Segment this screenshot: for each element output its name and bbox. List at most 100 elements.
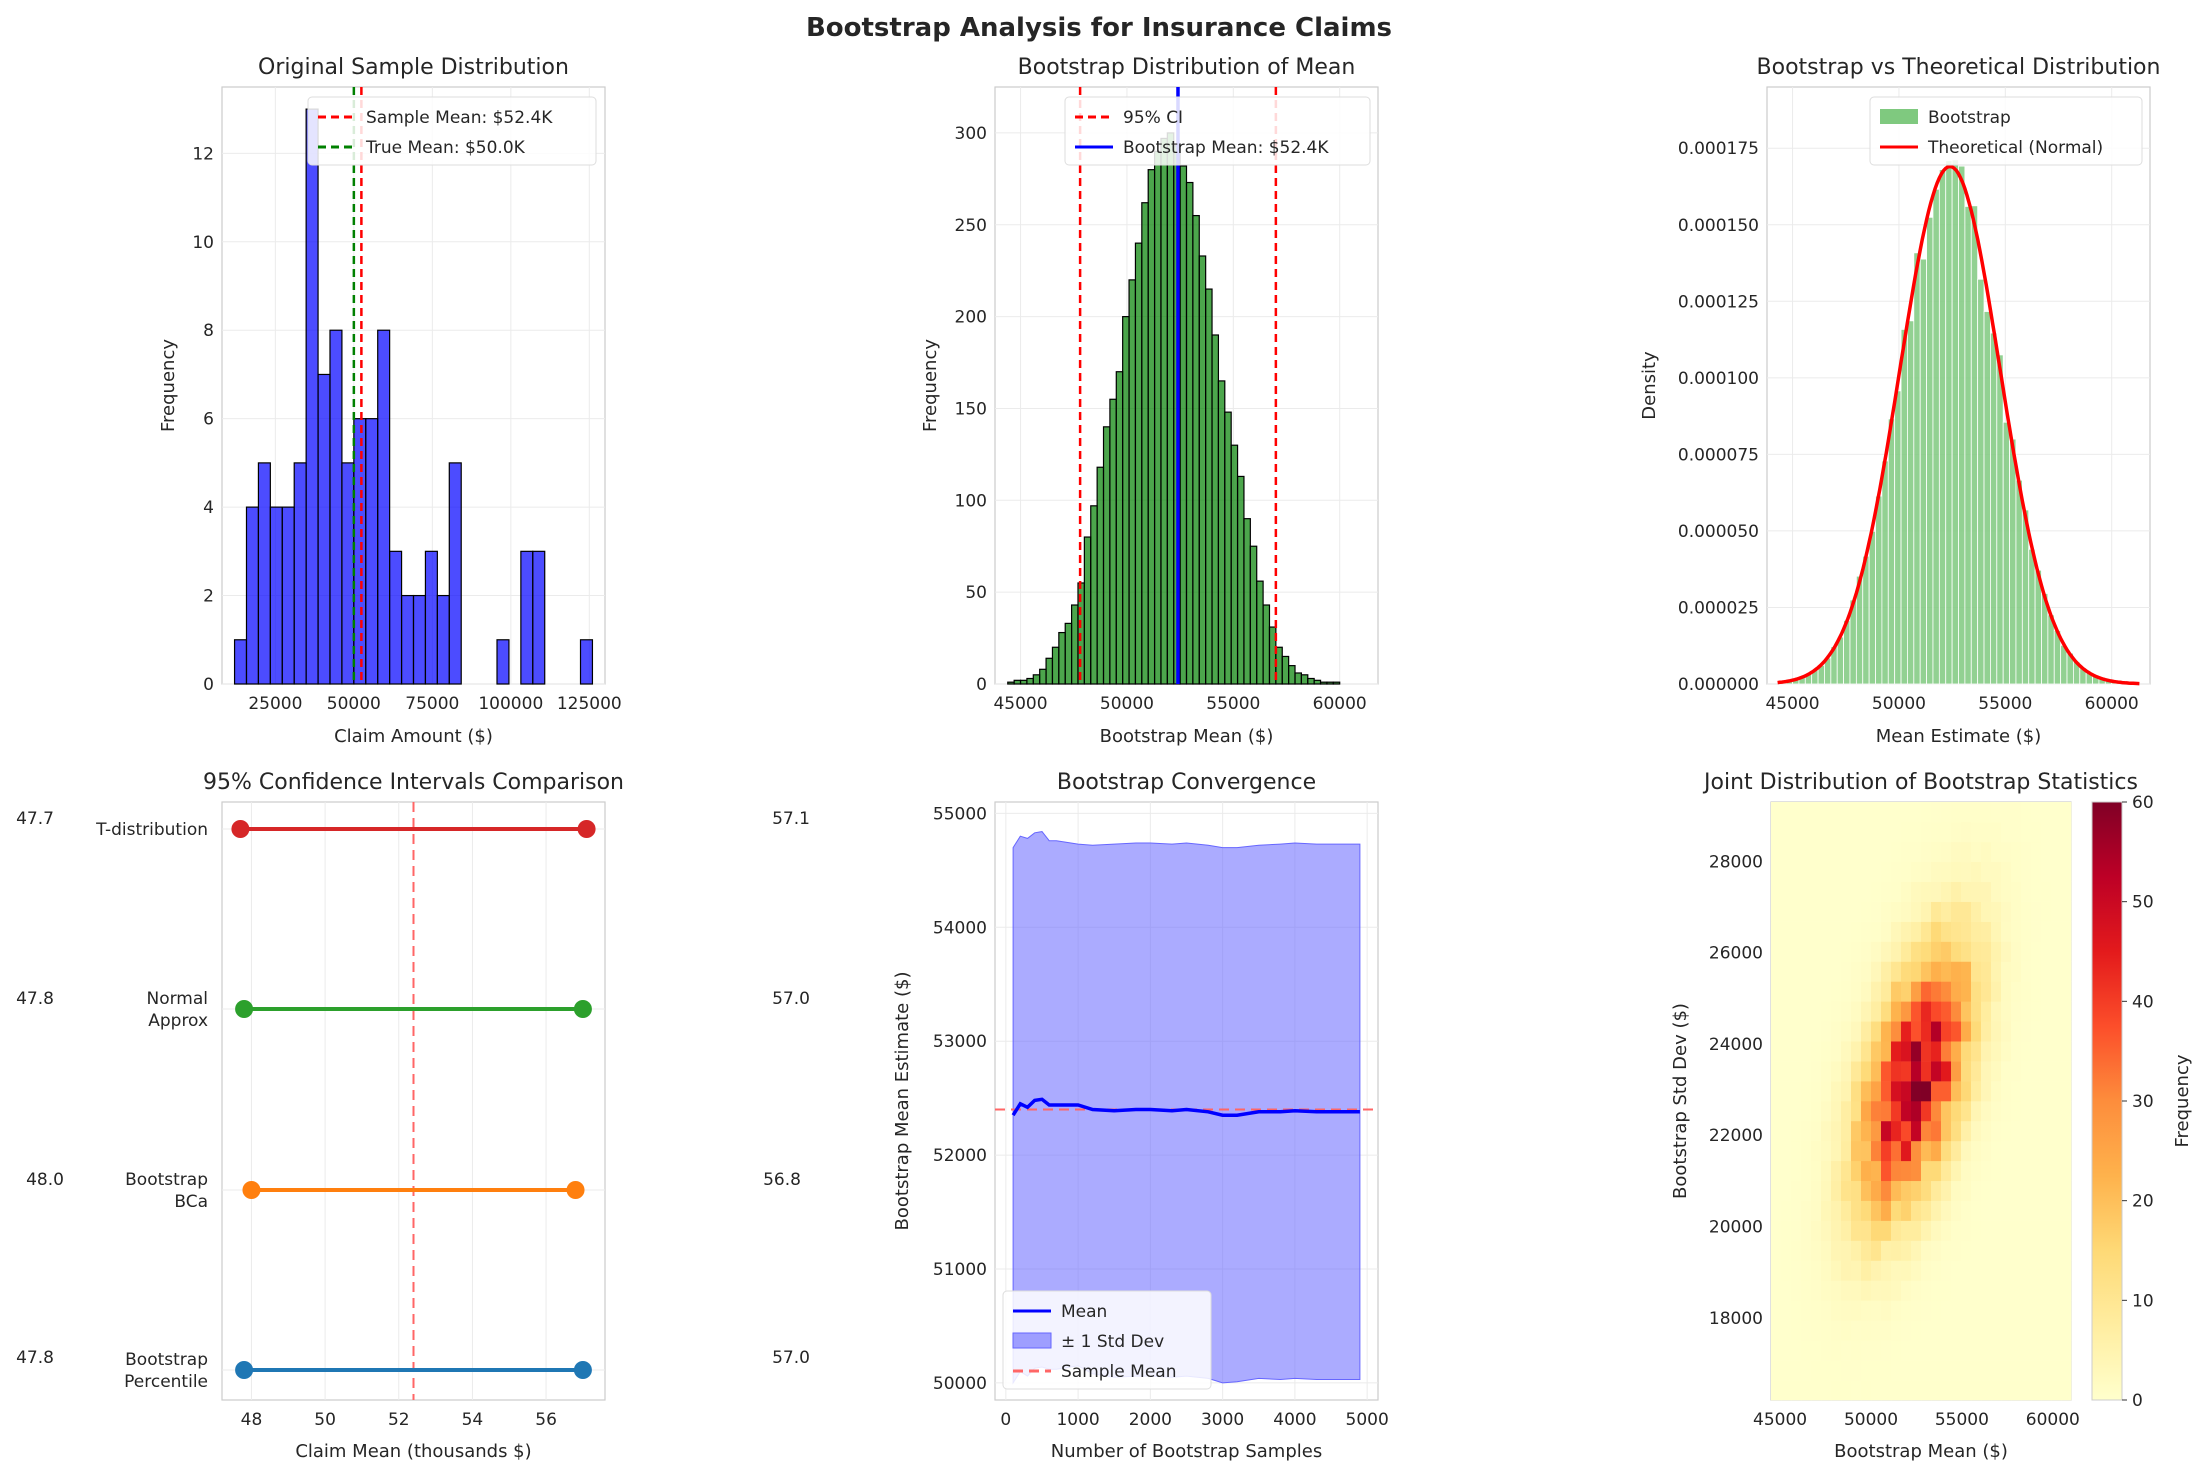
heatmap-cell — [1971, 1260, 1982, 1281]
histogram-bar — [341, 462, 355, 685]
heatmap-cell — [1911, 1160, 1922, 1182]
heatmap-cell — [1861, 1260, 1872, 1281]
heatmap-cell — [1801, 1061, 1812, 1082]
y-axis-label: Bootstrap Mean Estimate ($) — [892, 972, 913, 1231]
heatmap-cell — [2051, 941, 2062, 962]
histogram-bar — [1026, 677, 1034, 685]
heatmap-cell — [1951, 1240, 1962, 1261]
heatmap-cell — [1971, 921, 1982, 942]
legend: 95% CI Bootstrap Mean: $52.4K — [1064, 96, 1371, 166]
heatmap-cell — [1971, 821, 1982, 843]
heatmap-cell — [1791, 1380, 1802, 1401]
heatmap-cell — [2001, 961, 2012, 982]
heatmap-cell — [2061, 1380, 2072, 1401]
heatmap-cell — [1861, 1240, 1872, 1261]
heatmap-cell — [1981, 981, 1992, 1002]
heatmap-cell — [1881, 1280, 1892, 1301]
interval-lower-value: 47.8 — [16, 1348, 54, 1368]
heatmap-cell — [1791, 1061, 1802, 1082]
heatmap-cell — [1941, 1220, 1952, 1241]
histogram-bar — [1192, 214, 1200, 685]
heatmap-cell — [1791, 821, 1802, 843]
heatmap-cell — [1991, 1320, 2002, 1341]
legend-label: Sample Mean — [1061, 1362, 1176, 1382]
heatmap-cell — [1911, 1200, 1922, 1221]
histogram-bar — [1281, 655, 1290, 685]
histogram-bar — [1051, 646, 1060, 685]
heatmap-cell — [1841, 1240, 1852, 1261]
heatmap-cell — [1791, 1180, 1802, 1201]
heatmap-cell — [1991, 1061, 2002, 1082]
heatmap-cell — [1941, 1360, 1952, 1381]
heatmap-cell — [1831, 1160, 1842, 1182]
heatmap-cell — [1821, 1280, 1832, 1301]
heatmap-cell — [2021, 802, 2032, 823]
histogram-bar — [317, 373, 331, 685]
heatmap-cell — [2021, 861, 2032, 883]
histogram-bar — [1262, 604, 1271, 685]
heatmap-cell — [1931, 1300, 1942, 1321]
heatmap-cell — [1831, 1360, 1842, 1381]
heatmap-cell — [1801, 861, 1812, 883]
heatmap-cell — [1861, 921, 1872, 942]
legend-label: True Mean: $50.0K — [365, 138, 526, 158]
heatmap-cell — [1991, 802, 2002, 823]
heatmap-cell — [1821, 881, 1832, 902]
mean-line — [1011, 1097, 1360, 1117]
heatmap-cell — [1971, 1001, 1982, 1022]
y-tick-label: 28000 — [1709, 852, 1763, 872]
heatmap-cell — [1921, 1240, 1932, 1261]
heatmap-cell — [1811, 941, 1822, 962]
heatmap-cell — [1921, 1120, 1932, 1142]
heatmap-cell — [1881, 1041, 1892, 1062]
heatmap-cell — [1941, 1240, 1952, 1261]
histogram-bar — [1115, 371, 1124, 685]
heatmap-cell — [2031, 1360, 2042, 1381]
heatmap-cell — [1791, 901, 1802, 922]
interval-lower-marker — [235, 1000, 254, 1018]
heatmap-cell — [1881, 1200, 1892, 1221]
heatmap-cell — [1991, 861, 2002, 883]
histogram-bar — [1224, 411, 1232, 685]
histogram-bar — [1881, 460, 1889, 685]
heatmap-cell — [1771, 901, 1782, 922]
heatmap-cell — [2051, 802, 2062, 823]
heatmap-cell — [1991, 1140, 2002, 1162]
heatmap-cell — [1911, 861, 1922, 883]
interval-lower-value: 48.0 — [26, 1170, 64, 1190]
heatmap-cell — [1981, 941, 1992, 962]
heatmap-cell — [2031, 921, 2042, 942]
heatmap-cell — [1861, 1200, 1872, 1221]
heatmap-cell — [1951, 1260, 1962, 1281]
heatmap-cell — [1801, 1140, 1812, 1162]
heatmap-cell — [2031, 1260, 2042, 1281]
heatmap-cell — [1961, 1120, 1972, 1142]
heatmap-cell — [1871, 921, 1882, 942]
heatmap-cell — [1821, 901, 1832, 922]
heatmap-cell — [1811, 1140, 1822, 1162]
heatmap-cell — [1961, 1220, 1972, 1241]
heatmap-cell — [2031, 1081, 2042, 1102]
heatmap-cell — [1991, 961, 2002, 982]
heatmap-cell — [1841, 961, 1852, 982]
heatmap-cell — [1901, 1140, 1912, 1162]
heatmap-cell — [1991, 841, 2002, 863]
colorbar-tick-label: 0 — [2132, 1391, 2143, 1411]
heatmap-cell — [2061, 1160, 2072, 1182]
heatmap-cell — [1901, 1120, 1912, 1142]
heatmap-cell — [1841, 802, 1852, 823]
heatmap-cell — [1871, 1240, 1882, 1261]
heatmap-cell — [1851, 1001, 1862, 1022]
heatmap-cell — [1931, 1260, 1942, 1281]
heatmap-cell — [1911, 802, 1922, 823]
heatmap-cell — [1871, 1041, 1882, 1062]
heatmap-cell — [1781, 1240, 1792, 1261]
heatmap-cell — [1771, 921, 1782, 942]
heatmap-cell — [1971, 1101, 1982, 1122]
heatmap-cell — [1931, 1320, 1942, 1341]
heatmap-cell — [1871, 802, 1882, 823]
x-tick-label: 52 — [388, 1410, 410, 1430]
heatmap-cell — [1881, 1120, 1892, 1142]
heatmap-cell — [1791, 1200, 1802, 1221]
colorbar-gradient — [2091, 801, 2123, 1401]
